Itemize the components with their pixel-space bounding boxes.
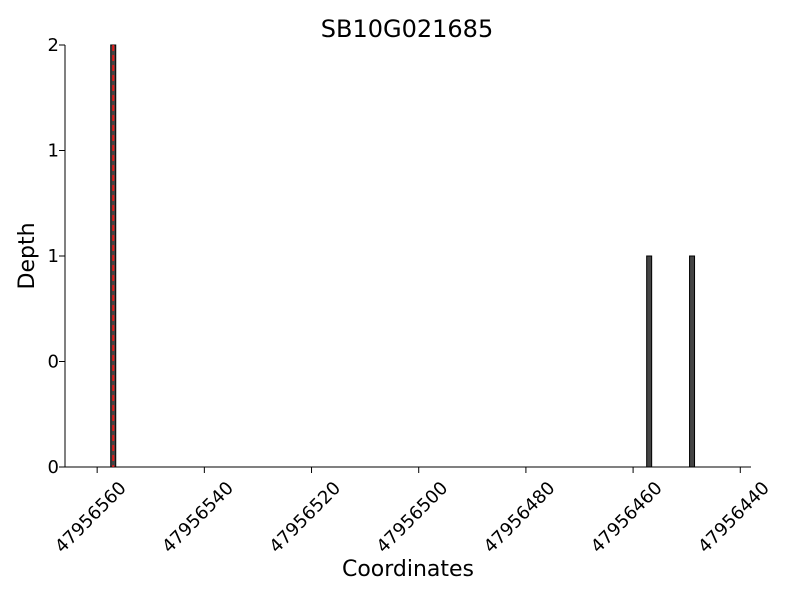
- x-axis-label: Coordinates: [342, 557, 474, 582]
- y-tick-label: 1: [48, 246, 59, 267]
- y-tick-label: 2: [48, 35, 59, 56]
- x-tick-label: 47956540: [158, 478, 238, 558]
- x-tick-label: 47956460: [587, 478, 667, 558]
- y-tick-label: 0: [48, 352, 59, 373]
- y-tick-label: 0: [48, 457, 59, 478]
- x-tick-label: 47956480: [480, 478, 560, 558]
- y-tick-label: 1: [48, 141, 59, 162]
- bar: [689, 255, 696, 468]
- chart-title: SB10G021685: [321, 15, 493, 43]
- bar: [646, 255, 653, 468]
- y-axis-label: Depth: [15, 222, 40, 289]
- x-tick-label: 47956440: [694, 478, 774, 558]
- x-tick-label: 47956520: [265, 478, 345, 558]
- x-tick-label: 47956560: [51, 478, 131, 558]
- x-tick-label: 47956500: [373, 478, 453, 558]
